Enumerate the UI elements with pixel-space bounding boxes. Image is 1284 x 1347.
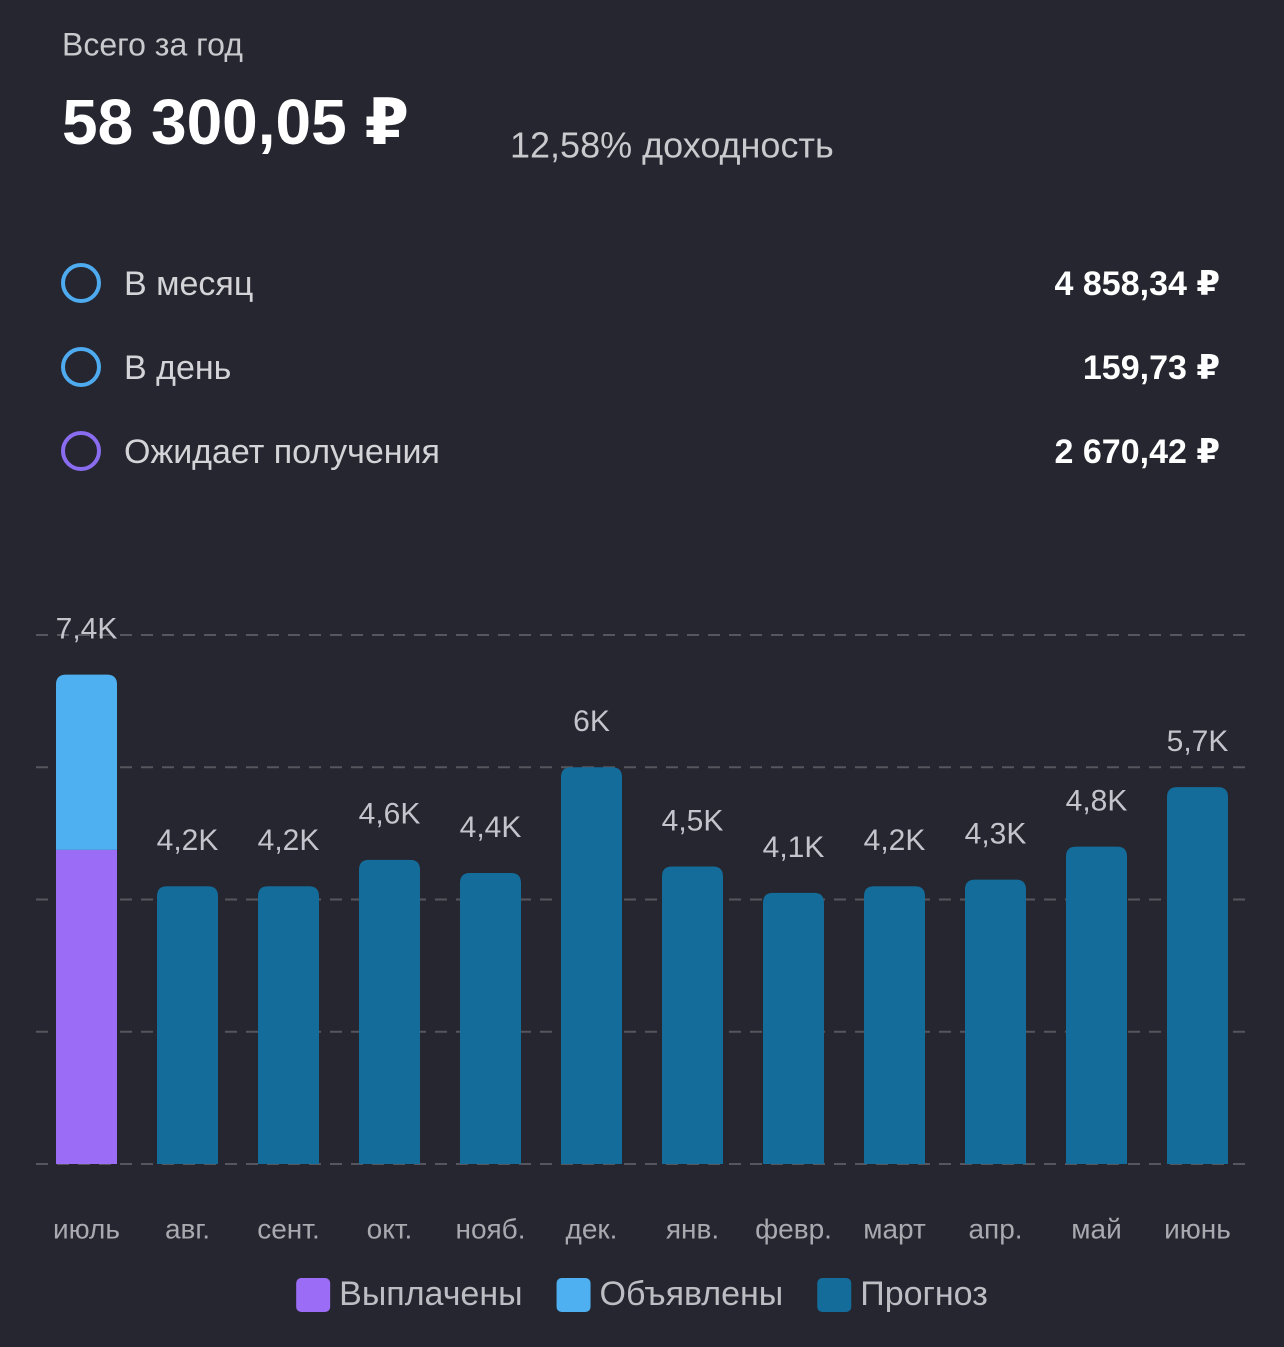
value-label: 5,7K: [1167, 725, 1229, 758]
title: Всего за год: [62, 26, 243, 62]
value-label: 4,2K: [258, 824, 320, 857]
bar-segment: [359, 859, 420, 1164]
x-tick-label: февр.: [755, 1213, 832, 1244]
value-label: 4,6K: [359, 798, 421, 831]
x-tick-label: окт.: [367, 1213, 413, 1244]
bar-segment: [864, 886, 925, 1164]
x-tick-label: июнь: [1164, 1213, 1231, 1244]
bar-segment: [1066, 846, 1127, 1164]
legend-swatch: [817, 1278, 852, 1312]
value-label: 4,3K: [965, 818, 1027, 851]
bar-segment: [460, 873, 521, 1164]
stat-value: 159,73 ₽: [1083, 349, 1220, 387]
legend-label: Выплачены: [339, 1275, 522, 1313]
bar-segment: [1167, 787, 1228, 1164]
bar-segment: [763, 892, 824, 1164]
value-label: 4,5K: [662, 804, 724, 837]
bar-segment: [561, 767, 622, 1164]
total: 58 300,05 ₽: [62, 86, 409, 158]
yield: 12,58% доходность: [510, 125, 834, 166]
value-label: 4,1K: [763, 831, 825, 864]
value-label: 6K: [573, 705, 610, 738]
x-tick-label: май: [1071, 1213, 1121, 1244]
stat-value: 2 670,42 ₽: [1055, 433, 1220, 471]
x-tick-label: дек.: [566, 1213, 618, 1244]
value-label: 4,4K: [460, 811, 522, 844]
stat-value: 4 858,34 ₽: [1055, 265, 1220, 303]
x-tick-label: авг.: [165, 1213, 210, 1244]
stat-icon: [61, 431, 101, 471]
x-tick-label: июль: [53, 1213, 120, 1244]
x-tick-label: апр.: [968, 1213, 1022, 1244]
x-tick-label: нояб.: [455, 1213, 525, 1244]
bar-segment: [56, 849, 117, 1164]
stat-label: В месяц: [124, 265, 253, 303]
stat-icon: [61, 347, 101, 387]
bar-segment: [662, 866, 723, 1164]
value-label: 4,2K: [157, 824, 219, 857]
value-label: 4,2K: [864, 824, 926, 857]
total-label: 7,4K: [56, 613, 118, 646]
legend-label: Объявлены: [600, 1275, 784, 1313]
legend-label: Прогноз: [860, 1275, 988, 1313]
stat-label: Ожидает получения: [124, 433, 440, 471]
x-tick-label: янв.: [666, 1213, 719, 1244]
bar-segment: [157, 886, 218, 1164]
bar-segment: [965, 879, 1026, 1164]
stat-icon: [61, 263, 101, 303]
legend-swatch: [296, 1278, 331, 1312]
x-tick-label: март: [863, 1213, 926, 1244]
value-label: 4,8K: [1066, 785, 1128, 818]
x-tick-label: сент.: [257, 1213, 320, 1244]
stat-label: В день: [124, 349, 231, 387]
bar-segment: [258, 886, 319, 1164]
bar-segment: [56, 674, 117, 850]
legend-swatch: [556, 1278, 591, 1312]
